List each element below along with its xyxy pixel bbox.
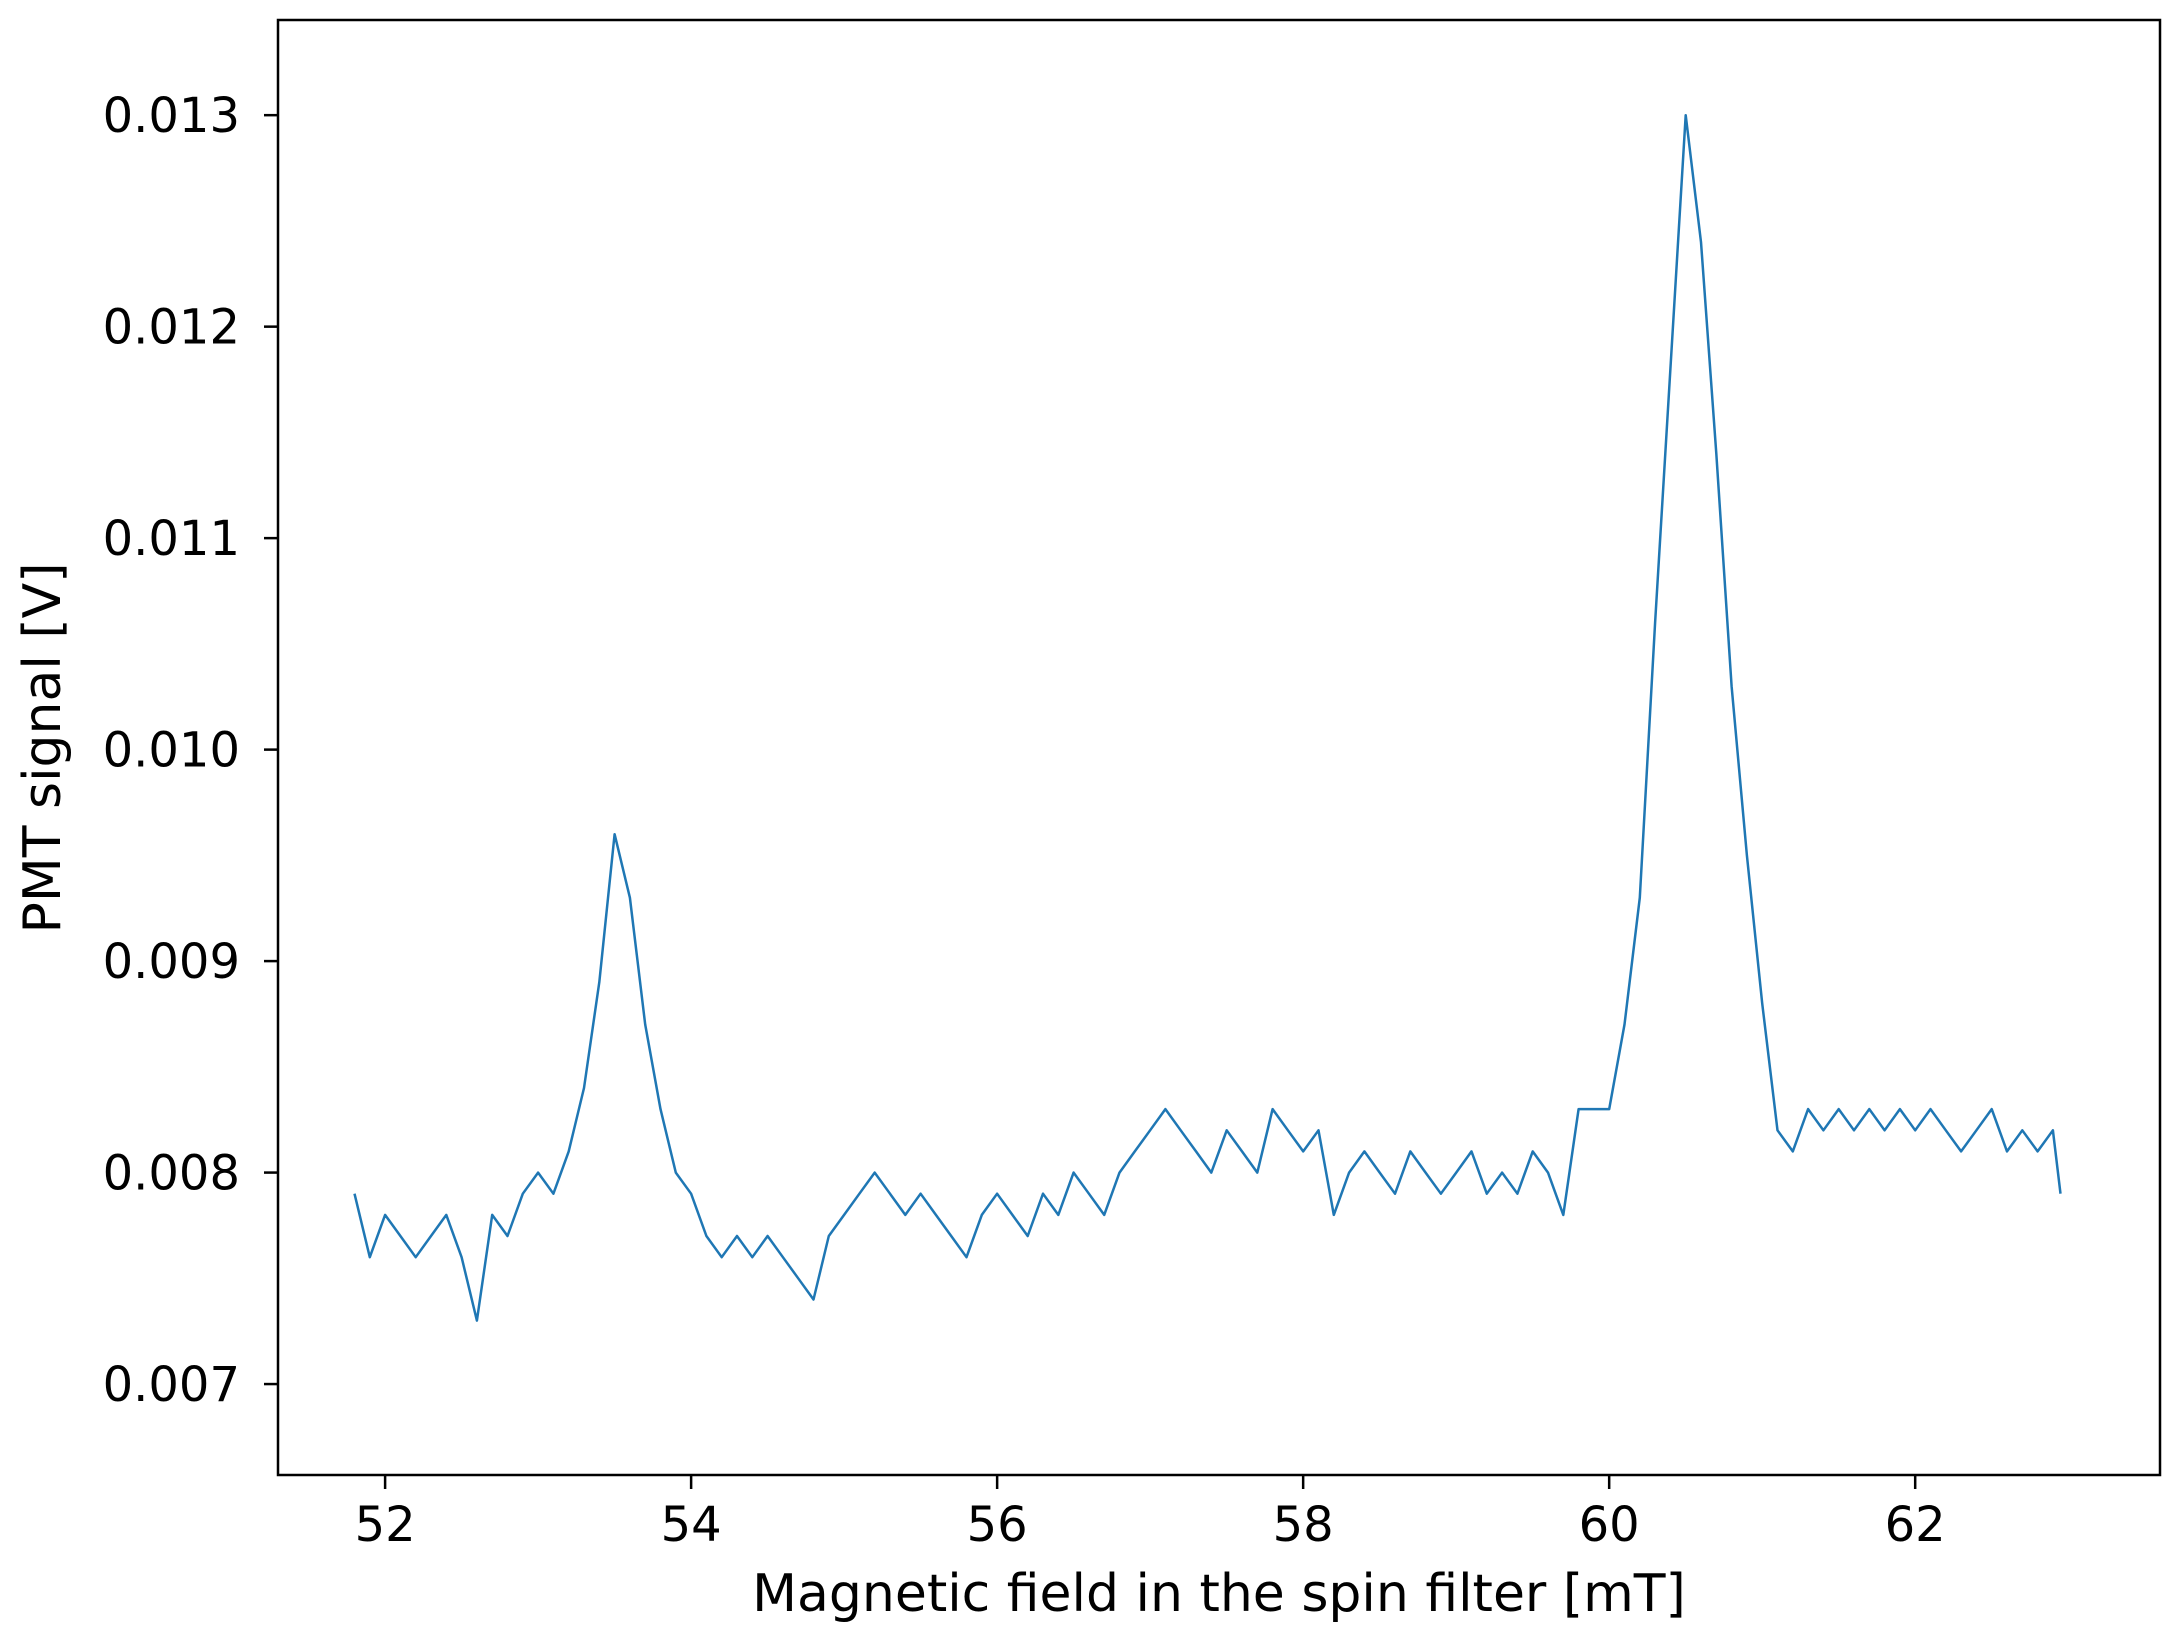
x-tick-label: 60	[1579, 1497, 1640, 1553]
y-tick-label: 0.010	[103, 723, 240, 779]
x-tick-label: 54	[661, 1497, 722, 1553]
y-tick-label: 0.007	[103, 1357, 240, 1413]
x-tick-label: 62	[1885, 1497, 1946, 1553]
pmt-signal-series-line	[353, 113, 2062, 1322]
y-axis-ticks: 0.007 0.008 0.009 0.010 0.011 0.012 0.013	[103, 88, 278, 1413]
y-tick-label: 0.012	[103, 300, 240, 356]
y-tick-label: 0.011	[103, 511, 240, 567]
y-axis-label: PMT signal [V]	[13, 562, 73, 933]
y-tick-label: 0.013	[103, 88, 240, 144]
x-tick-label: 52	[355, 1497, 416, 1553]
x-tick-label: 58	[1273, 1497, 1334, 1553]
plot-area-frame	[276, 18, 2162, 1477]
series-layer	[353, 113, 2062, 1322]
x-tick-label: 56	[967, 1497, 1028, 1553]
y-tick-label: 0.009	[103, 934, 240, 990]
y-tick-label: 0.008	[103, 1146, 240, 1202]
x-axis-ticks: 52 54 56 58 60 62	[355, 1475, 1946, 1553]
x-axis-label: Magnetic field in the spin filter [mT]	[752, 1564, 1686, 1624]
